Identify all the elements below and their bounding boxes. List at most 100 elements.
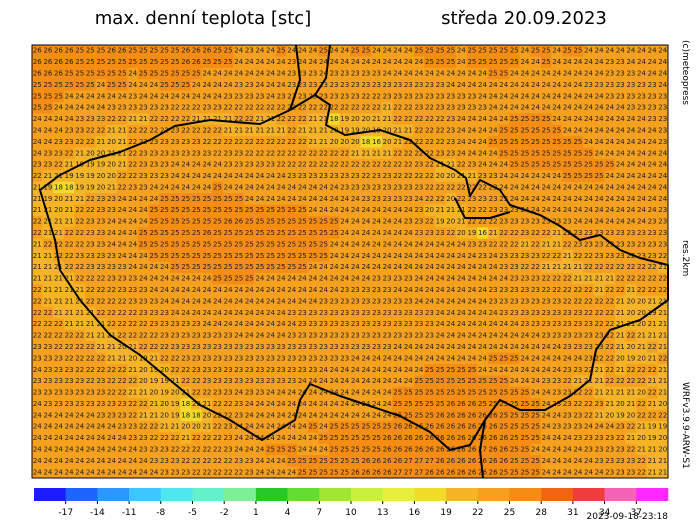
grid-cell xyxy=(318,136,330,148)
cell-value: 25 xyxy=(351,446,360,454)
cell-value: 22 xyxy=(255,104,264,112)
cell-value: 25 xyxy=(266,218,275,226)
grid-cell xyxy=(540,56,552,69)
cell-value: 24 xyxy=(277,320,286,328)
cell-value: 25 xyxy=(446,58,455,66)
cell-value: 23 xyxy=(43,354,52,362)
grid-cell xyxy=(371,227,383,240)
cell-value: 23 xyxy=(605,252,614,260)
cell-value: 25 xyxy=(171,229,180,237)
cell-value: 24 xyxy=(563,195,572,203)
cell-value: 24 xyxy=(595,58,604,66)
grid-cell xyxy=(127,250,139,262)
grid-cell xyxy=(201,56,213,69)
cell-value: 24 xyxy=(510,377,519,385)
grid-cell xyxy=(127,101,139,114)
cell-value: 23 xyxy=(234,457,243,465)
cell-value: 23 xyxy=(118,400,127,408)
grid-cell xyxy=(562,227,573,240)
cell-value: 24 xyxy=(573,81,582,89)
cell-value: 23 xyxy=(287,309,296,317)
grid-cell xyxy=(604,193,616,205)
grid-cell xyxy=(615,193,626,205)
grid-cell xyxy=(106,295,118,308)
cell-value: 22 xyxy=(75,138,84,146)
cell-value: 21 xyxy=(86,320,95,328)
cell-value: 22 xyxy=(531,229,540,237)
cell-value: 22 xyxy=(96,297,105,305)
cell-value: 26 xyxy=(446,400,455,408)
cell-value: 24 xyxy=(414,240,423,248)
grid-cell xyxy=(32,158,43,171)
grid-cell xyxy=(222,136,234,148)
cell-value: 24 xyxy=(457,138,466,146)
cell-value: 23 xyxy=(605,457,614,465)
cell-value: 24 xyxy=(542,69,551,77)
grid-cell xyxy=(445,67,457,80)
cell-value: 24 xyxy=(181,92,190,100)
cell-value: 20 xyxy=(107,138,116,146)
cell-value: 25 xyxy=(372,434,381,442)
cell-value: 22 xyxy=(393,161,402,169)
cell-value: 25 xyxy=(213,183,222,191)
cell-value: 23 xyxy=(160,104,169,112)
cell-value: 24 xyxy=(192,286,201,294)
cell-value: 24 xyxy=(584,218,593,226)
grid-cell xyxy=(562,147,573,160)
cell-value: 20 xyxy=(192,423,201,431)
cell-value: 22 xyxy=(224,138,233,146)
cell-value: 25 xyxy=(192,240,201,248)
cell-value: 21 xyxy=(160,423,169,431)
cell-value: 21 xyxy=(648,297,657,305)
cell-value: 24 xyxy=(393,343,402,351)
grid-cell xyxy=(413,147,425,160)
grid-cell xyxy=(551,181,563,194)
cell-value: 24 xyxy=(404,47,413,55)
grid-cell xyxy=(657,284,669,296)
cell-value: 22 xyxy=(658,411,667,419)
grid-cell xyxy=(180,307,192,319)
grid-cell xyxy=(32,250,43,262)
grid-cell xyxy=(191,181,202,194)
cell-value: 23 xyxy=(266,343,275,351)
cell-value: 22 xyxy=(319,149,328,157)
cell-value: 24 xyxy=(277,309,286,317)
grid-cell xyxy=(403,67,414,80)
cell-value: 24 xyxy=(213,161,222,169)
grid-cell xyxy=(254,124,266,137)
cell-value: 21 xyxy=(658,332,667,340)
cell-value: 24 xyxy=(149,468,158,476)
cell-value: 24 xyxy=(298,423,307,431)
grid-cell xyxy=(191,56,202,69)
grid-cell xyxy=(498,181,510,194)
cell-value: 24 xyxy=(457,354,466,362)
cell-value: 24 xyxy=(414,195,423,203)
cell-value: 27 xyxy=(414,457,423,465)
cell-value: 23 xyxy=(626,104,635,112)
grid-cell xyxy=(138,238,149,251)
grid-cell xyxy=(519,307,531,319)
grid-cell xyxy=(339,45,351,57)
cell-value: 22 xyxy=(33,309,42,317)
cell-value: 23 xyxy=(563,320,572,328)
cell-value: 25 xyxy=(171,81,180,89)
cell-value: 23 xyxy=(361,332,370,340)
cell-value: 25 xyxy=(171,218,180,226)
cell-value: 22 xyxy=(213,126,222,134)
grid-cell xyxy=(201,147,213,160)
cell-value: 23 xyxy=(616,446,625,454)
grid-cell xyxy=(244,79,255,91)
grid-cell xyxy=(148,79,160,91)
cell-value: 23 xyxy=(584,332,593,340)
cell-value: 24 xyxy=(128,81,137,89)
cell-value: 21 xyxy=(319,138,328,146)
grid-cell xyxy=(297,158,308,171)
grid-cell xyxy=(445,181,457,194)
grid-cell xyxy=(95,215,107,228)
cell-value: 22 xyxy=(319,104,328,112)
grid-cell xyxy=(159,67,171,80)
grid-cell xyxy=(180,45,192,57)
cell-value: 23 xyxy=(542,309,551,317)
cell-value: 24 xyxy=(467,354,476,362)
cell-value: 23 xyxy=(595,81,604,89)
